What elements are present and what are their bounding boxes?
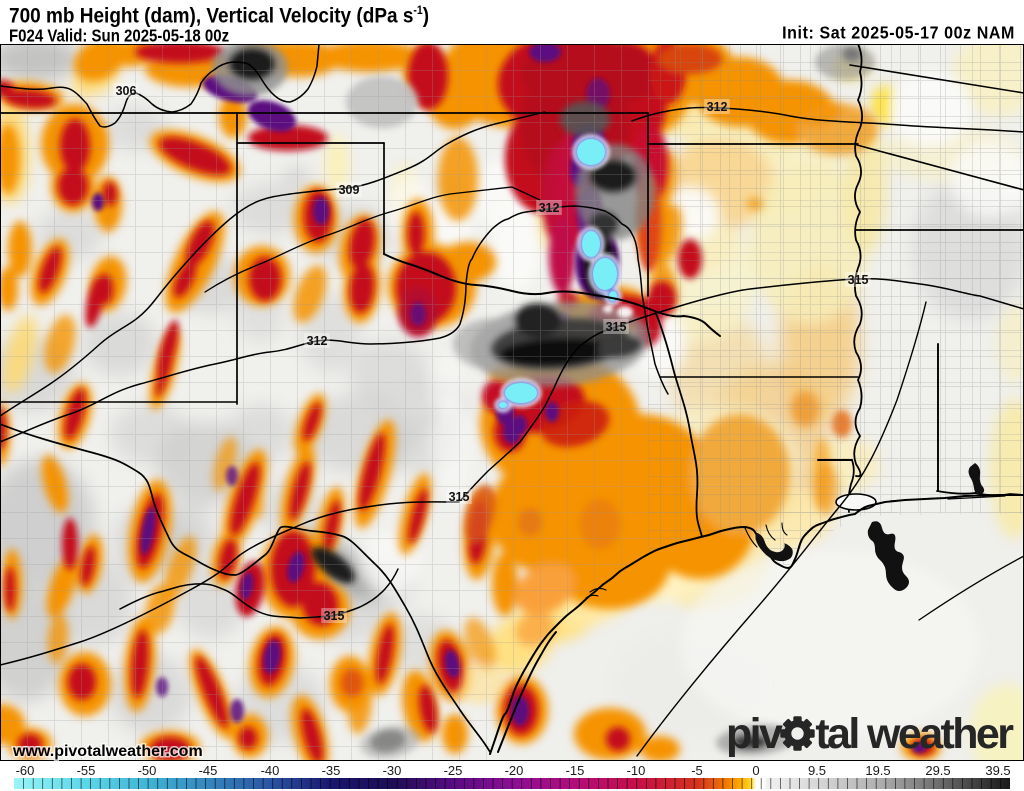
svg-text:312: 312 bbox=[539, 201, 560, 215]
svg-text:306: 306 bbox=[116, 84, 137, 98]
svg-text:312: 312 bbox=[307, 334, 328, 348]
svg-text:312: 312 bbox=[707, 100, 728, 114]
svg-text:315: 315 bbox=[606, 320, 627, 334]
svg-text:315: 315 bbox=[324, 609, 345, 623]
svg-text:309: 309 bbox=[339, 183, 360, 197]
svg-text:315: 315 bbox=[848, 273, 869, 287]
svg-text:www.pivotalweather.com: www.pivotalweather.com bbox=[12, 743, 203, 760]
svg-text:315: 315 bbox=[449, 490, 470, 504]
